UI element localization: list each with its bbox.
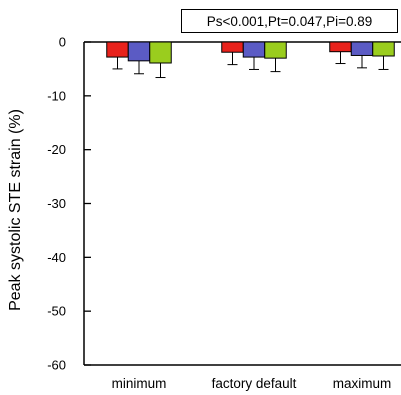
bar	[372, 41, 395, 57]
bar	[329, 41, 352, 53]
bar	[350, 41, 374, 56]
y-tick-label: -30	[47, 196, 66, 211]
p-value-annotation: Ps<0.001,Pt=0.047,Pi=0.89	[181, 9, 398, 33]
y-tick-label: -20	[47, 142, 66, 157]
y-tick-label: -40	[47, 250, 66, 265]
x-tick-label: maximum	[333, 376, 392, 391]
y-axis-label: Peak systolic STE strain (%)	[7, 109, 24, 311]
x-tick-label: factory default	[212, 376, 297, 391]
x-tick-label: minimum	[112, 376, 167, 391]
bar	[127, 41, 151, 62]
bar	[106, 41, 129, 58]
y-tick-label: -60	[47, 358, 66, 373]
bar	[242, 41, 266, 58]
y-tick-label: 0	[59, 35, 66, 50]
bar	[149, 41, 172, 64]
bar	[264, 41, 287, 59]
bar	[221, 41, 244, 53]
y-tick-label: -10	[47, 88, 66, 103]
y-tick-label: -50	[47, 304, 66, 319]
